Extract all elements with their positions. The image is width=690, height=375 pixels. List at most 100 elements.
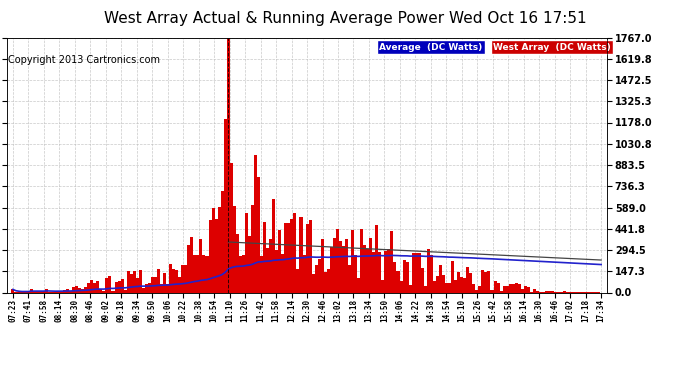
Bar — [233, 206, 236, 292]
Bar — [148, 283, 151, 292]
Bar — [512, 284, 515, 292]
Bar — [248, 236, 251, 292]
Bar — [382, 280, 384, 292]
Bar — [108, 276, 112, 292]
Bar — [302, 255, 306, 292]
Bar — [93, 283, 97, 292]
Bar — [112, 291, 115, 292]
Bar — [357, 278, 360, 292]
Bar — [293, 213, 297, 292]
Bar — [545, 291, 548, 292]
Bar — [439, 266, 442, 292]
Bar — [117, 281, 121, 292]
Bar — [236, 234, 239, 292]
Bar — [145, 284, 148, 292]
Bar — [160, 284, 163, 292]
Bar — [317, 259, 321, 292]
Bar — [324, 272, 327, 292]
Bar — [78, 288, 81, 292]
Bar — [175, 270, 178, 292]
Bar — [290, 219, 293, 292]
Bar — [132, 272, 136, 292]
Bar — [190, 237, 193, 292]
Bar — [32, 291, 36, 292]
Bar — [502, 286, 506, 292]
Bar — [408, 285, 412, 292]
Bar — [436, 276, 439, 292]
Bar — [451, 261, 454, 292]
Text: Copyright 2013 Cartronics.com: Copyright 2013 Cartronics.com — [8, 56, 159, 65]
Bar — [433, 281, 436, 292]
Bar — [518, 284, 521, 292]
Bar — [378, 252, 382, 292]
Bar — [60, 291, 63, 292]
Bar — [366, 249, 369, 292]
Bar — [284, 223, 287, 292]
Bar — [30, 289, 32, 292]
Bar — [224, 119, 227, 292]
Bar — [466, 267, 469, 292]
Bar — [212, 208, 215, 292]
Bar — [524, 286, 527, 292]
Bar — [102, 291, 106, 292]
Bar — [445, 283, 448, 292]
Bar — [402, 260, 406, 292]
Bar — [348, 265, 351, 292]
Bar — [99, 289, 102, 292]
Bar — [506, 286, 509, 292]
Bar — [427, 249, 430, 292]
Bar — [393, 262, 397, 292]
Bar — [115, 282, 117, 292]
Bar — [484, 272, 487, 292]
Bar — [257, 177, 260, 292]
Bar — [154, 277, 157, 292]
Bar — [375, 225, 378, 292]
Bar — [493, 280, 497, 292]
Bar — [482, 270, 484, 292]
Bar — [39, 291, 42, 292]
Bar — [308, 220, 312, 292]
Bar — [282, 254, 284, 292]
Bar — [339, 241, 342, 292]
Bar — [142, 288, 145, 292]
Bar — [491, 290, 493, 292]
Bar — [430, 255, 433, 292]
Bar — [354, 255, 357, 292]
Bar — [169, 264, 172, 292]
Bar — [166, 284, 169, 292]
Bar — [360, 229, 363, 292]
Bar — [260, 256, 263, 292]
Bar — [197, 255, 199, 292]
Bar — [202, 255, 206, 292]
Bar — [297, 269, 299, 292]
Bar — [215, 219, 217, 292]
Bar — [387, 249, 391, 292]
Bar — [415, 253, 417, 292]
Bar — [369, 238, 372, 292]
Bar — [184, 265, 187, 292]
Bar — [208, 220, 212, 292]
Bar — [230, 163, 233, 292]
Bar — [421, 268, 424, 292]
Bar — [181, 265, 184, 292]
Bar — [548, 291, 551, 292]
Bar — [263, 222, 266, 292]
Bar — [563, 291, 566, 292]
Bar — [245, 213, 248, 292]
Bar — [42, 291, 45, 292]
Bar — [239, 256, 242, 292]
Bar — [124, 290, 127, 292]
Bar — [36, 291, 39, 292]
Bar — [97, 280, 99, 292]
Bar — [217, 207, 221, 292]
Bar — [327, 269, 330, 292]
Bar — [12, 290, 14, 292]
Bar — [106, 278, 108, 292]
Bar — [333, 238, 336, 292]
Bar — [527, 286, 530, 292]
Bar — [206, 256, 208, 292]
Bar — [391, 231, 393, 292]
Bar — [57, 291, 60, 292]
Bar — [178, 277, 181, 292]
Bar — [121, 279, 124, 292]
